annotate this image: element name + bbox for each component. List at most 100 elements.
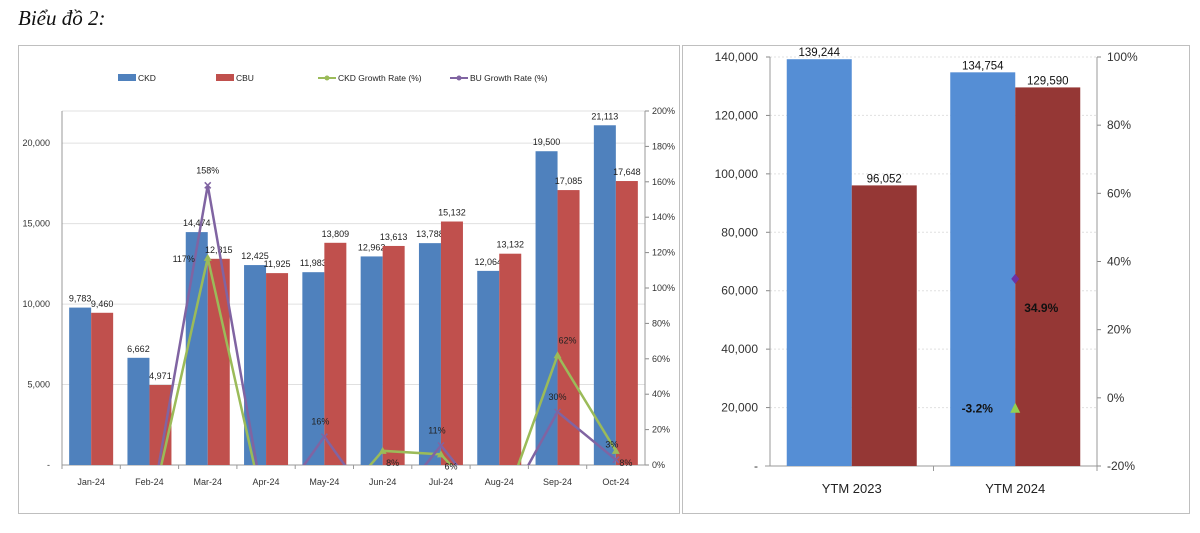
chart-heading: Biểu đồ 2: <box>18 6 106 30</box>
left-tick-label: 60,000 <box>721 284 758 298</box>
bar-ckd <box>69 307 92 465</box>
legend-label: CKD Growth Rate (%) <box>338 73 422 83</box>
x-tick-label: Jan-24 <box>77 477 105 487</box>
bar-cbu <box>615 181 638 465</box>
x-tick-label: Jul-24 <box>429 477 454 487</box>
right-tick-label: 0% <box>1107 391 1125 405</box>
bar-value-label: 12,425 <box>241 251 269 261</box>
left-tick-label: 100,000 <box>715 167 759 181</box>
bar-value-label: 13,788 <box>416 229 444 239</box>
x-tick-label: Jun-24 <box>369 477 397 487</box>
triangle-marker <box>378 446 387 454</box>
bar <box>950 72 1016 467</box>
growth-label: 8% <box>619 458 632 468</box>
chart-2-frame <box>682 45 1190 514</box>
right-tick-label: 80% <box>652 318 670 328</box>
bar-cbu <box>324 242 347 465</box>
x-tick-label: Apr-24 <box>253 477 280 487</box>
bar-value-label: 15,132 <box>438 208 466 218</box>
left-tick-label: 120,000 <box>715 108 759 122</box>
legend-marker <box>456 75 462 81</box>
right-tick-label: 40% <box>1107 255 1131 269</box>
bar-value-label: 11,925 <box>264 259 291 269</box>
left-tick-label: 40,000 <box>721 342 758 356</box>
right-tick-label: 60% <box>652 354 670 364</box>
right-tick-label: 180% <box>652 141 675 151</box>
triangle-marker <box>611 446 620 454</box>
growth-label: 8% <box>386 458 399 468</box>
bar-ckd <box>185 232 208 465</box>
right-tick-label: 60% <box>1107 186 1131 200</box>
left-tick-label: 20,000 <box>22 138 50 148</box>
legend-marker <box>324 75 330 81</box>
right-tick-label: 160% <box>652 177 675 187</box>
bar-cbu <box>440 221 463 465</box>
bar-value-label: 17,085 <box>555 176 583 186</box>
triangle-marker <box>553 351 562 359</box>
bar-ckd <box>535 151 558 465</box>
left-tick-label: 20,000 <box>721 401 758 415</box>
right-tick-label: -20% <box>1107 459 1135 473</box>
right-tick-label: 0% <box>652 460 665 470</box>
bar-ckd <box>593 125 616 465</box>
right-tick-label: 40% <box>652 389 670 399</box>
bar-value-label: 13,132 <box>496 240 524 250</box>
triangle-marker <box>203 253 212 261</box>
right-tick-label: 140% <box>652 212 675 222</box>
bar <box>786 59 852 467</box>
bar-ckd <box>127 357 150 465</box>
legend-swatch <box>118 74 136 81</box>
bar-cbu <box>382 245 405 465</box>
bar-value-label: 12,962 <box>358 242 386 252</box>
legend-swatch <box>216 74 234 81</box>
legend-label: CKD <box>138 73 156 83</box>
bar-value-label: 6,662 <box>127 344 150 354</box>
triangle-marker <box>1010 402 1021 413</box>
bar-cbu <box>499 253 522 465</box>
bar-value-label: 13,613 <box>380 232 408 242</box>
x-marker <box>204 181 212 189</box>
left-tick-label: 5,000 <box>27 380 50 390</box>
x-tick-label: Mar-24 <box>193 477 222 487</box>
right-tick-label: 120% <box>652 248 675 258</box>
bar-value-label: 4,971 <box>149 371 172 381</box>
bar-value-label: 17,648 <box>613 167 641 177</box>
bar-value-label: 13,809 <box>322 229 350 239</box>
bar-value-label: 19,500 <box>533 137 561 147</box>
x-tick-label: Sep-24 <box>543 477 572 487</box>
bar-ckd <box>418 243 441 465</box>
bar-value-label: 14,474 <box>183 218 211 228</box>
bar-value-label: 9,460 <box>91 299 114 309</box>
bar-value-label: 96,052 <box>867 173 902 185</box>
right-tick-label: 100% <box>652 283 675 293</box>
bar-value-label: 12,064 <box>474 257 502 267</box>
growth-label: -3.2% <box>962 402 994 416</box>
x-tick-label: Aug-24 <box>485 477 514 487</box>
bar-cbu <box>91 312 114 465</box>
x-tick-label: Feb-24 <box>135 477 164 487</box>
right-tick-label: 100% <box>1107 50 1138 64</box>
bar-cbu <box>557 190 580 465</box>
growth-label: 16% <box>311 417 329 427</box>
bar-value-label: 9,783 <box>69 294 92 304</box>
x-marker <box>437 441 445 450</box>
bar-ckd <box>477 270 500 465</box>
left-tick-label: - <box>754 459 758 473</box>
x-marker <box>554 408 562 416</box>
right-tick-label: 80% <box>1107 118 1131 132</box>
legend-label: CBU <box>236 73 254 83</box>
x-tick-label: YTM 2023 <box>822 481 882 496</box>
right-tick-label: 200% <box>652 106 675 116</box>
right-tick-label: 20% <box>652 425 670 435</box>
growth-label: 34.9% <box>1024 301 1058 315</box>
left-tick-label: 15,000 <box>22 219 50 229</box>
x-tick-label: May-24 <box>309 477 339 487</box>
bar-ckd <box>244 265 267 465</box>
growth-label: 30% <box>549 392 567 402</box>
growth-label: 6% <box>444 461 457 471</box>
left-tick-label: 80,000 <box>721 225 758 239</box>
left-tick-label: 140,000 <box>715 50 759 64</box>
bar-cbu <box>207 258 230 465</box>
bar-value-label: 21,113 <box>591 111 618 121</box>
